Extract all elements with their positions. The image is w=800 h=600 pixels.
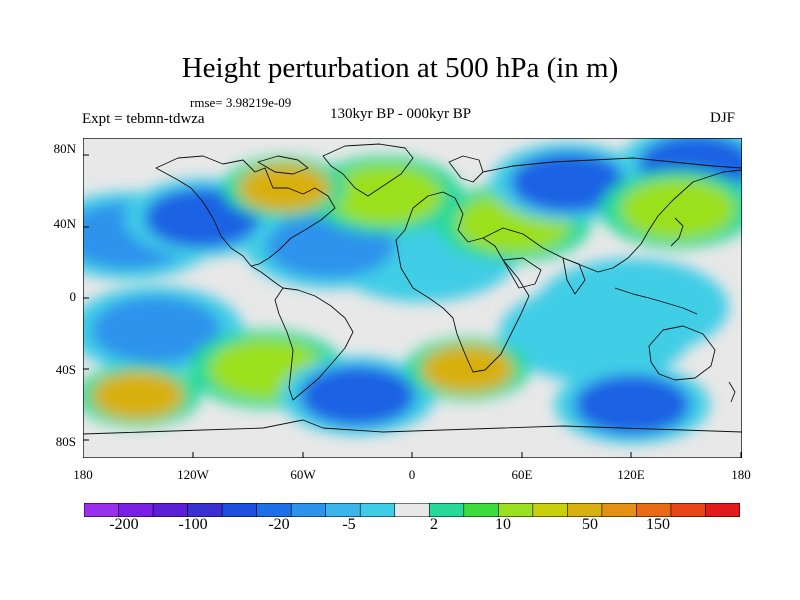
colorbar-label: -5: [342, 516, 356, 533]
colorbar-cell: [221, 503, 258, 517]
lon-tick-label: 120E: [617, 467, 645, 482]
southeast-asia-islands: [614, 287, 698, 315]
height-perturbation-map: [83, 138, 742, 458]
colorbar-cell: [359, 503, 396, 517]
asia-north-coast: [482, 157, 742, 173]
colorbar-cell: [152, 503, 189, 517]
central-america-coast: [250, 265, 284, 289]
australia-coast: [648, 325, 716, 381]
colorbar-label: -100: [178, 516, 208, 533]
europe-africa-coast: [395, 191, 530, 373]
colorbar-label: 2: [430, 516, 438, 533]
field-contour-core: [421, 345, 514, 394]
colorbar-cell: [428, 503, 465, 517]
colorbar-cell: [290, 503, 327, 517]
greenland-coast: [322, 143, 414, 197]
lat-tick-label: 80N: [53, 141, 76, 156]
field-contour-core: [300, 365, 416, 426]
north-america-coast: [155, 155, 336, 267]
colorbar: [84, 503, 740, 517]
lat-tick-label: 40N: [53, 216, 76, 231]
chart-title: Height perturbation at 500 hPa (in m): [181, 52, 619, 84]
colorbar-cell: [187, 503, 223, 517]
colorbar-cell: [118, 503, 154, 517]
south-america-coast: [274, 287, 354, 401]
rmse-label: rmse= 3.98219e-09: [190, 95, 292, 110]
lon-tick-label: 60W: [290, 467, 316, 482]
asia-coast: [482, 169, 742, 273]
colorbar-label: 10: [495, 516, 511, 533]
lon-tick-label: 60E: [511, 467, 533, 482]
colorbar-label: -200: [109, 516, 139, 533]
japan-coast: [670, 217, 684, 247]
perturbation-field: [83, 138, 742, 444]
colorbar-cell: [498, 503, 534, 517]
colorbar-label: 150: [646, 516, 670, 533]
field-contour-core: [620, 179, 736, 240]
new-zealand-coast: [728, 381, 736, 403]
field-contour-core: [574, 374, 690, 435]
lon-tick-label: 180: [731, 467, 751, 482]
lat-tick-label: 80S: [55, 434, 76, 449]
colorbar-label: -20: [268, 516, 290, 533]
colorbar-cell: [567, 503, 603, 517]
colorbar-cell: [670, 503, 707, 517]
colorbar-cell: [532, 503, 569, 517]
colorbar-cell: [394, 503, 431, 517]
antarctica-coast: [83, 419, 742, 435]
lon-tick-label: 0: [408, 467, 416, 482]
colorbar-cell: [256, 503, 292, 517]
colorbar-label: 50: [582, 516, 598, 533]
colorbar-cell: [705, 503, 740, 517]
lat-tick-label: 0: [69, 289, 77, 304]
arctic-islands: [257, 155, 309, 175]
india-coast: [562, 257, 586, 295]
coastlines: [83, 143, 742, 435]
field-contour-core: [327, 164, 443, 225]
lon-tick-label: 180: [73, 467, 93, 482]
colorbar-cell: [601, 503, 638, 517]
colorbar-cell: [84, 503, 120, 517]
field-contour-core: [560, 269, 704, 345]
field-contour-core: [510, 152, 626, 213]
period-label: 130kyr BP - 000kyr BP: [330, 106, 472, 122]
colorbar-cell: [463, 503, 500, 517]
lon-tick-label: 120W: [177, 467, 209, 482]
axis-ticks: [83, 154, 742, 458]
field-contour-core: [91, 296, 221, 364]
season-label: DJF: [710, 110, 736, 126]
lat-tick-label: 40S: [55, 362, 76, 377]
colorbar-cell: [325, 503, 362, 517]
colorbar-cell: [636, 503, 672, 517]
arabia-coast: [502, 257, 542, 289]
field-contour-core: [91, 371, 184, 420]
experiment-label: Expt = tebmn-tdwza: [82, 111, 205, 127]
